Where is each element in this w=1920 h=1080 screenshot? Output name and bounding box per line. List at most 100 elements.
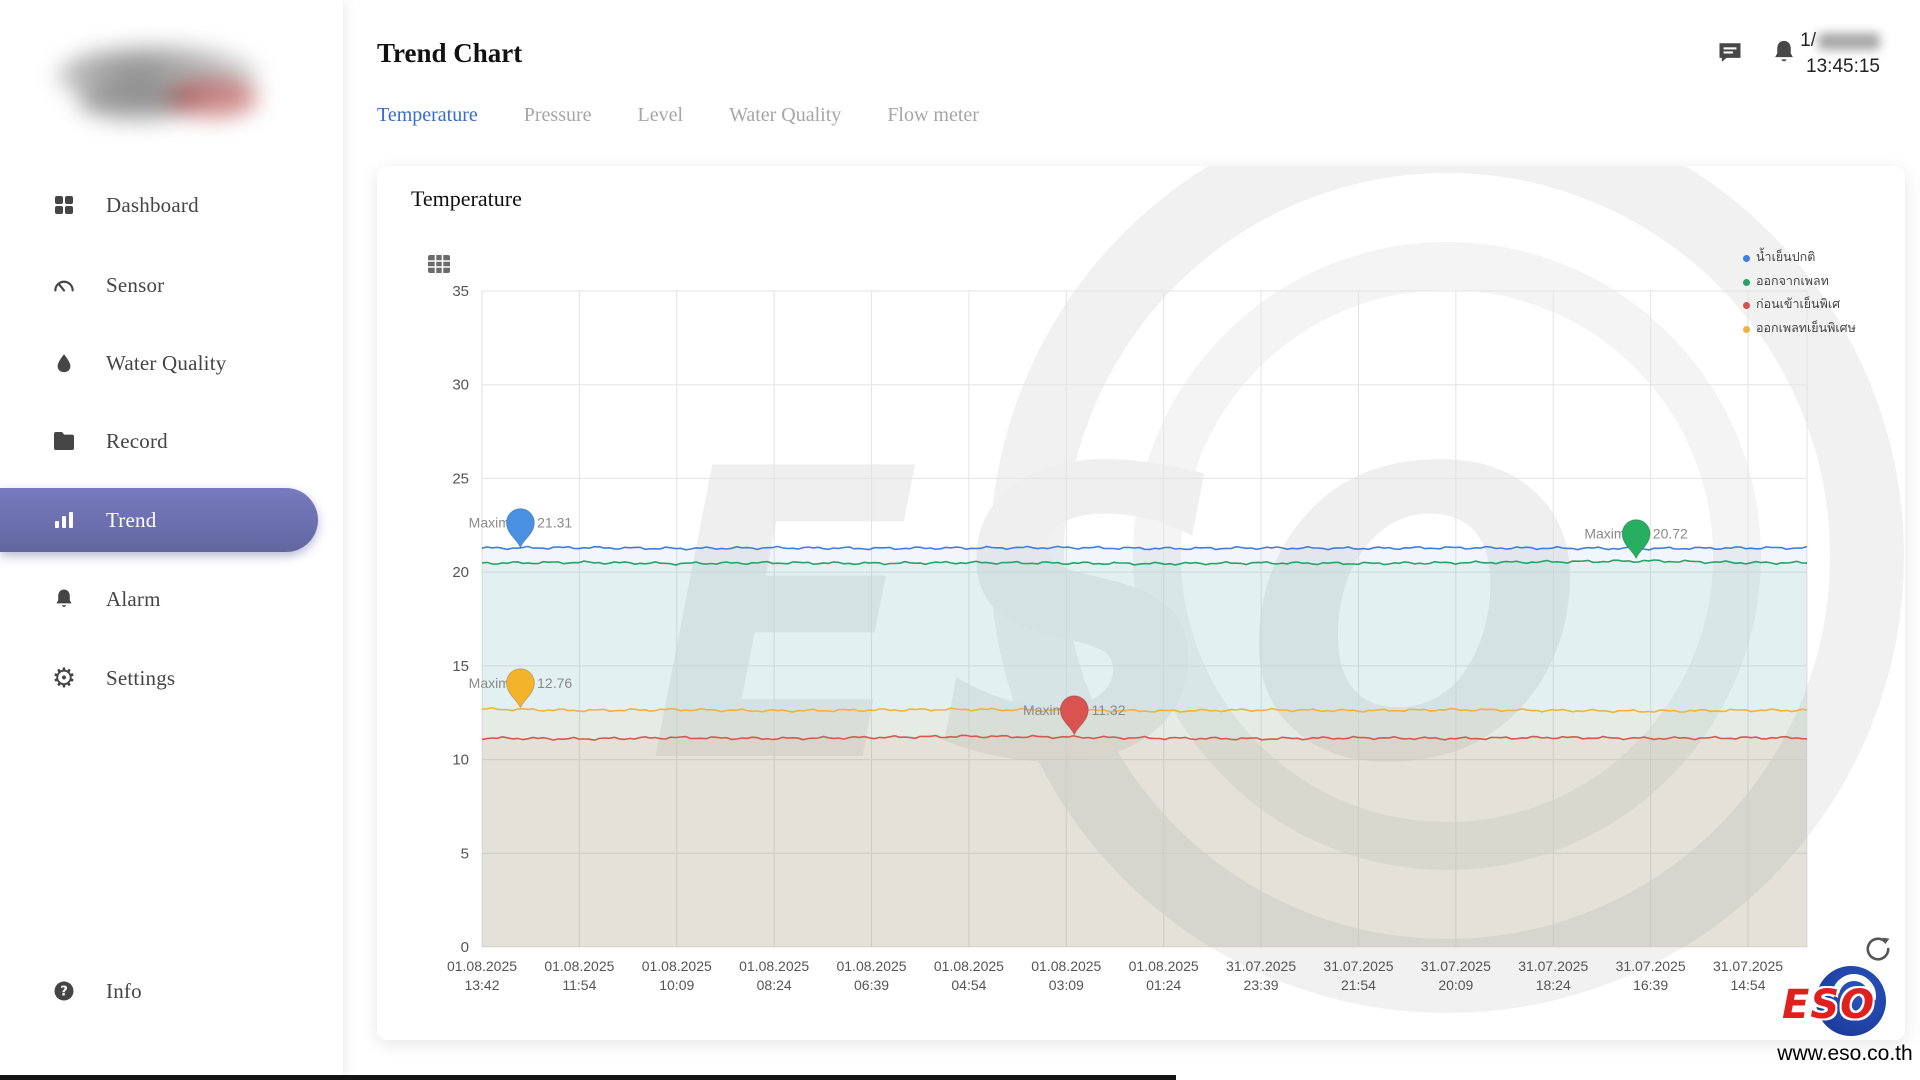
sidebar-item-record[interactable]: Record (0, 409, 318, 473)
company-logo (48, 38, 284, 130)
sidebar: Dashboard Sensor Water Quality Record Tr (0, 0, 343, 1080)
svg-text:?: ? (60, 985, 68, 1000)
help-icon: ? (50, 977, 78, 1005)
legend-item[interactable]: ก่อนเข้าเย็นพิเศ (1743, 297, 1893, 313)
clock-date-blurred (1818, 32, 1880, 50)
svg-text:01.08.2025: 01.08.2025 (739, 958, 809, 974)
svg-text:0: 0 (461, 939, 469, 956)
svg-text:01.08.2025: 01.08.2025 (447, 958, 517, 974)
eso-watermark: ESO (647, 166, 1904, 1013)
svg-text:5: 5 (461, 845, 469, 862)
sidebar-item-label: Sensor (106, 272, 165, 297)
logo-blur-shape (168, 78, 258, 118)
svg-text:01.08.2025: 01.08.2025 (642, 958, 712, 974)
svg-text:18:24: 18:24 (1536, 977, 1571, 993)
sidebar-item-label: Settings (106, 665, 176, 690)
clock: 1/ 13:45:15 (1800, 30, 1880, 78)
legend-dot (1743, 302, 1750, 310)
legend-label: น้ำเย็นปกติ (1756, 250, 1816, 264)
sidebar-item-label: Water Quality (106, 350, 227, 375)
tab-level[interactable]: Level (637, 104, 684, 126)
sidebar-item-trend[interactable]: Trend (0, 488, 318, 552)
bar-chart-icon (50, 506, 78, 534)
svg-text:30: 30 (452, 377, 469, 394)
legend-dot (1743, 278, 1750, 286)
svg-text:04:54: 04:54 (951, 977, 986, 993)
svg-text:31.07.2025: 31.07.2025 (1518, 958, 1588, 974)
svg-text:10:09: 10:09 (659, 977, 694, 993)
svg-text:15: 15 (452, 658, 469, 675)
trend-chart-card: ESO Temperature 0 5 10 15 20 25 30 35 01.08.2025… (377, 166, 1905, 1040)
website-link[interactable]: www.eso.co.th (1777, 1042, 1913, 1065)
legend-item[interactable]: ออกจากเพลท (1743, 274, 1893, 290)
sidebar-item-label: Trend (106, 507, 157, 532)
svg-text:14:54: 14:54 (1730, 977, 1765, 993)
gauge-icon (50, 271, 78, 299)
eso-logo: ESO (1782, 965, 1892, 1040)
eso-logo-circle (1816, 966, 1886, 1036)
svg-text:21:54: 21:54 (1341, 977, 1376, 993)
header-icons (1714, 36, 1800, 68)
svg-text:35: 35 (452, 283, 469, 300)
refresh-icon[interactable] (1864, 935, 1892, 963)
chart-title: Temperature (411, 186, 522, 211)
tab-pressure[interactable]: Pressure (523, 104, 592, 126)
bell-icon (50, 585, 78, 613)
page-title: Trend Chart (377, 38, 523, 68)
svg-text:01.08.2025: 01.08.2025 (544, 958, 614, 974)
chart-legend: น้ำเย็นปกติออกจากเพลทก่อนเข้าเย็นพิเศออก… (1743, 250, 1893, 345)
legend-dot (1743, 255, 1750, 262)
sidebar-item-label: Info (106, 978, 142, 1003)
sidebar-item-settings[interactable]: ⚙ Settings (0, 646, 318, 710)
tab-bar: Temperature Pressure Level Water Quality… (377, 104, 979, 127)
tab-temperature[interactable]: Temperature (377, 104, 478, 126)
sidebar-item-info[interactable]: ? Info (0, 959, 318, 1023)
data-table-icon[interactable] (427, 254, 451, 274)
clock-date-prefix: 1/ (1800, 30, 1816, 51)
legend-label: ออกจากเพลท (1756, 273, 1829, 288)
sidebar-item-label: Dashboard (106, 192, 199, 217)
watermark-text: ESO (647, 386, 1602, 851)
dashboard-icon (50, 191, 78, 219)
svg-text:01.08.2025: 01.08.2025 (934, 958, 1004, 974)
svg-text:01.08.2025: 01.08.2025 (836, 958, 906, 974)
svg-text:06:39: 06:39 (854, 977, 889, 993)
sidebar-item-label: Record (106, 428, 168, 453)
tab-flow-meter[interactable]: Flow meter (887, 104, 979, 126)
svg-text:01:24: 01:24 (1146, 977, 1181, 993)
trend-chart-svg[interactable]: 0 5 10 15 20 25 30 35 01.08.2025 13:42 01.08.2025 1… (377, 166, 1905, 1040)
svg-text:31.07.2025: 31.07.2025 (1323, 958, 1393, 974)
svg-text:20:09: 20:09 (1438, 977, 1473, 993)
svg-text:03:09: 03:09 (1049, 977, 1084, 993)
sidebar-item-sensor[interactable]: Sensor (0, 253, 318, 317)
legend-item[interactable]: น้ำเย็นปกติ (1743, 250, 1893, 266)
clock-time: 13:45:15 (1806, 56, 1880, 77)
sidebar-item-alarm[interactable]: Alarm (0, 567, 318, 631)
tab-water-quality[interactable]: Water Quality (729, 104, 842, 126)
svg-text:01.08.2025: 01.08.2025 (1129, 958, 1199, 974)
svg-text:08:24: 08:24 (757, 977, 792, 993)
svg-text:11:54: 11:54 (562, 977, 596, 993)
legend-label: ก่อนเข้าเย็นพิเศ (1756, 297, 1841, 312)
eso-logo-text: ESO (1782, 982, 1876, 1028)
svg-text:31.07.2025: 31.07.2025 (1226, 958, 1296, 974)
bottom-edge-bar (0, 1075, 1176, 1080)
svg-text:23:39: 23:39 (1244, 977, 1279, 993)
svg-text:13:42: 13:42 (464, 977, 499, 993)
legend-item[interactable]: ออกเพลทเย็นพิเศษ (1743, 321, 1893, 337)
svg-text:20: 20 (452, 564, 469, 581)
folder-icon (50, 427, 78, 455)
svg-text:16:39: 16:39 (1633, 977, 1668, 993)
notification-bell-icon[interactable] (1768, 36, 1800, 68)
svg-text:25: 25 (452, 470, 469, 487)
svg-text:31.07.2025: 31.07.2025 (1421, 958, 1491, 974)
clock-date: 1/ (1800, 30, 1880, 52)
sidebar-item-label: Alarm (106, 586, 161, 611)
sidebar-item-water-quality[interactable]: Water Quality (0, 331, 318, 395)
legend-label: ออกเพลทเย็นพิเศษ (1756, 320, 1856, 335)
svg-text:31.07.2025: 31.07.2025 (1713, 958, 1783, 974)
sidebar-item-dashboard[interactable]: Dashboard (0, 173, 318, 237)
svg-text:10: 10 (452, 752, 469, 769)
message-icon[interactable] (1714, 36, 1746, 68)
